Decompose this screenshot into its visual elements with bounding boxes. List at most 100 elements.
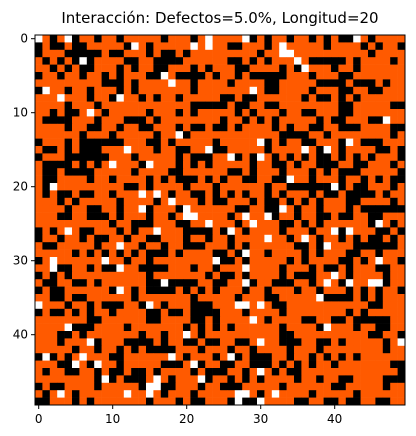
heatmap-cell xyxy=(86,197,95,206)
heatmap-cell xyxy=(220,146,228,154)
heatmap-cell xyxy=(353,79,361,88)
heatmap-cell xyxy=(286,375,295,384)
heatmap-cell xyxy=(368,338,376,347)
heatmap-cell xyxy=(86,345,95,354)
heatmap-cell xyxy=(308,205,317,213)
heatmap-cell xyxy=(57,101,65,110)
heatmap-cell xyxy=(109,168,117,176)
heatmap-cell xyxy=(242,271,250,280)
heatmap-cell xyxy=(220,264,228,273)
heatmap-cell xyxy=(353,301,361,310)
heatmap-cell xyxy=(286,190,295,199)
heatmap-cell xyxy=(308,316,317,324)
heatmap-cell xyxy=(234,131,243,139)
heatmap-cell xyxy=(109,175,117,184)
heatmap-cell xyxy=(294,197,302,206)
heatmap-cell xyxy=(146,153,154,162)
heatmap-cell xyxy=(382,205,391,213)
heatmap-cell xyxy=(86,131,95,139)
heatmap-cell xyxy=(138,86,147,95)
heatmap-cell xyxy=(308,234,317,243)
heatmap-cell xyxy=(353,160,361,169)
heatmap-cell xyxy=(294,323,302,332)
heatmap-cell xyxy=(397,242,406,250)
heatmap-cell xyxy=(175,294,184,302)
heatmap-cell xyxy=(138,338,147,347)
heatmap-cell xyxy=(197,86,206,95)
heatmap-cell xyxy=(323,220,332,228)
heatmap-cell xyxy=(286,397,295,406)
heatmap-cell xyxy=(153,338,162,347)
heatmap-cell xyxy=(183,168,191,176)
heatmap-cell xyxy=(338,301,347,310)
heatmap-cell xyxy=(375,138,384,147)
heatmap-cell xyxy=(42,64,51,73)
heatmap-cell xyxy=(375,86,384,95)
heatmap-cell xyxy=(168,35,176,43)
heatmap-cell xyxy=(257,338,265,347)
heatmap-cell xyxy=(316,49,324,58)
heatmap-cell xyxy=(79,146,88,154)
heatmap-cell xyxy=(264,234,273,243)
heatmap-cell xyxy=(390,316,398,324)
heatmap-cell xyxy=(168,116,176,125)
heatmap-cell xyxy=(86,190,95,199)
heatmap-cell xyxy=(345,72,354,80)
heatmap-cell xyxy=(264,197,273,206)
heatmap-cell xyxy=(234,338,243,347)
heatmap-cell xyxy=(86,338,95,347)
heatmap-cell xyxy=(86,257,95,265)
heatmap-cell xyxy=(72,175,80,184)
heatmap-cell xyxy=(86,86,95,95)
heatmap-cell xyxy=(397,264,406,273)
heatmap-cell xyxy=(323,42,332,51)
heatmap-cell xyxy=(382,49,391,58)
heatmap-cell xyxy=(94,190,102,199)
heatmap-cell xyxy=(308,212,317,221)
heatmap-cell xyxy=(131,323,139,332)
heatmap-cell xyxy=(331,168,339,176)
heatmap-cell xyxy=(197,382,206,391)
heatmap-cell xyxy=(175,109,184,117)
heatmap-cell xyxy=(323,316,332,324)
heatmap-cell xyxy=(175,79,184,88)
heatmap-cell xyxy=(183,257,191,265)
heatmap-cell xyxy=(190,197,199,206)
heatmap-cell xyxy=(286,242,295,250)
heatmap-cell xyxy=(79,301,88,310)
heatmap-cell xyxy=(131,360,139,369)
heatmap-cell xyxy=(109,323,117,332)
heatmap-cell xyxy=(345,109,354,117)
heatmap-cell xyxy=(271,242,280,250)
heatmap-cell xyxy=(175,101,184,110)
heatmap-cell xyxy=(323,116,332,125)
heatmap-cell xyxy=(205,86,213,95)
heatmap-cell xyxy=(49,353,58,361)
heatmap-cell xyxy=(360,331,369,339)
heatmap-cell xyxy=(264,116,273,125)
heatmap-cell xyxy=(205,345,213,354)
heatmap-cell xyxy=(345,375,354,384)
heatmap-cell xyxy=(316,205,324,213)
heatmap-cell xyxy=(323,294,332,302)
heatmap-cell xyxy=(160,294,169,302)
heatmap-cell xyxy=(190,160,199,169)
heatmap-cell xyxy=(301,205,310,213)
heatmap-cell xyxy=(316,316,324,324)
heatmap-cell xyxy=(57,316,65,324)
heatmap-cell xyxy=(42,249,51,258)
heatmap-cell xyxy=(86,234,95,243)
heatmap-cell xyxy=(116,294,125,302)
heatmap-cell xyxy=(242,301,250,310)
heatmap-cell xyxy=(131,101,139,110)
heatmap-cell xyxy=(249,190,258,199)
heatmap-cell xyxy=(42,116,51,125)
heatmap-cell xyxy=(331,212,339,221)
heatmap-cell xyxy=(160,79,169,88)
heatmap-cell xyxy=(183,190,191,199)
heatmap-cell xyxy=(101,101,110,110)
heatmap-cell xyxy=(160,94,169,102)
heatmap-cell xyxy=(308,79,317,88)
heatmap-cell xyxy=(360,323,369,332)
heatmap-cell xyxy=(94,79,102,88)
